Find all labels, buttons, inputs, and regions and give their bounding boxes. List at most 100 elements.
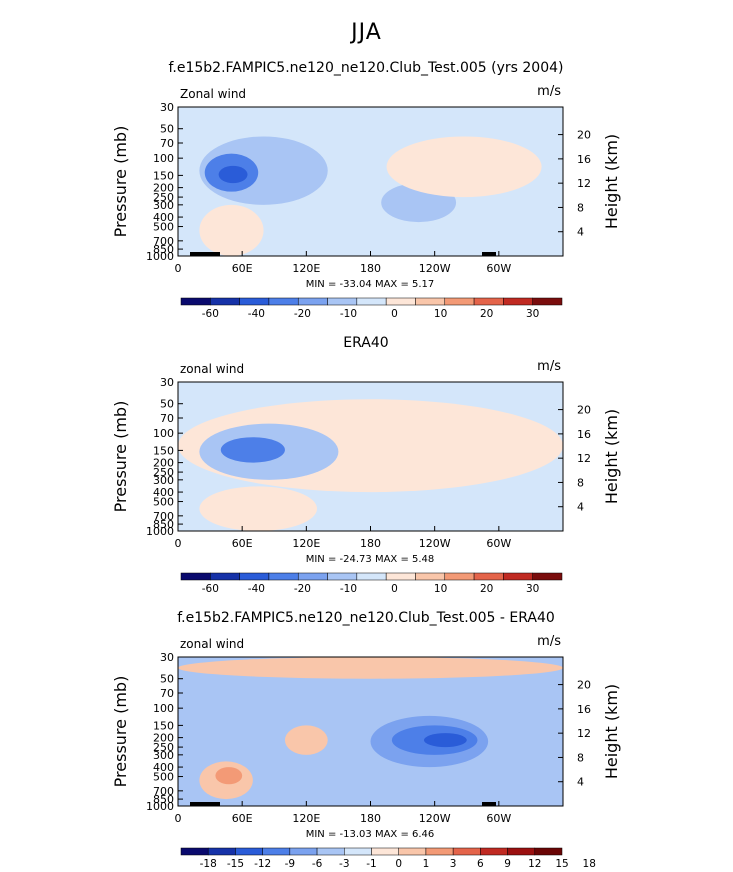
panel-title: f.e15b2.FAMPIC5.ne120_ne120.Club_Test.00… <box>177 610 555 626</box>
y-tick-label: 850 <box>153 518 174 531</box>
colorbar-label: -60 <box>202 583 219 595</box>
colorbar-swatch <box>297 572 328 581</box>
colorbar-swatch <box>415 572 446 581</box>
colorbar-swatch <box>415 297 446 306</box>
y-tick-label: 250 <box>153 466 174 479</box>
colorbar-swatch <box>480 847 508 856</box>
y-tick-label: 400 <box>153 761 174 774</box>
x-tick-label: 60W <box>486 537 511 550</box>
colorbar-swatch <box>180 572 211 581</box>
field-label: zonal wind <box>180 362 244 376</box>
contour-region <box>386 136 542 198</box>
colorbar-swatch <box>385 572 416 581</box>
height-tick-label: 4 <box>577 776 584 789</box>
colorbar-swatch <box>262 847 291 856</box>
y-tick-label: 200 <box>153 182 174 195</box>
y-tick-label: 30 <box>160 376 174 389</box>
height-tick-label: 20 <box>577 129 591 142</box>
y-tick-label: 150 <box>153 719 174 732</box>
colorbar-swatch <box>235 847 263 856</box>
colorbar-label: 0 <box>395 858 402 870</box>
field-label: Zonal wind <box>180 87 246 101</box>
field-label: zonal wind <box>180 637 244 651</box>
x-tick-label: 60W <box>486 262 511 275</box>
colorbar-swatch <box>297 297 328 306</box>
panel-2 <box>177 381 564 581</box>
y-tick-label: 100 <box>153 427 174 440</box>
colorbar-swatch <box>507 847 536 856</box>
height-tick-label: 12 <box>577 177 591 190</box>
height-tick-label: 8 <box>577 201 584 214</box>
y-tick-label: 850 <box>153 793 174 806</box>
colorbar-label: 18 <box>583 858 596 870</box>
height-tick-label: 16 <box>577 703 591 716</box>
colorbar-swatch <box>473 297 504 306</box>
page-title: JJA <box>351 20 382 45</box>
height-tick-label: 12 <box>577 452 591 465</box>
x-tick-label: 120W <box>419 262 451 275</box>
colorbar-label: 10 <box>434 583 447 595</box>
x-tick-label: 0 <box>175 537 182 550</box>
y-tick-label: 50 <box>160 123 174 136</box>
panel-3 <box>177 656 564 856</box>
colorbar-swatch <box>532 572 563 581</box>
colorbar-label: -9 <box>285 858 295 870</box>
height-tick-label: 20 <box>577 404 591 417</box>
y-tick-label: 200 <box>153 457 174 470</box>
x-tick-label: 180 <box>360 537 381 550</box>
y-tick-label: 250 <box>153 191 174 204</box>
colorbar-swatch <box>207 847 236 856</box>
contour-region <box>284 725 328 755</box>
panel-title: ERA40 <box>343 335 388 351</box>
y-tick-label: 1000 <box>146 250 174 263</box>
colorbar-swatch <box>268 572 299 581</box>
colorbar-label: -20 <box>294 583 311 595</box>
x-tick-label: 120E <box>292 262 320 275</box>
colorbar-label: -12 <box>254 858 271 870</box>
y-tick-label: 50 <box>160 673 174 686</box>
y-tick-label: 30 <box>160 651 174 664</box>
y-tick-label: 150 <box>153 169 174 182</box>
colorbar-swatch <box>503 572 533 581</box>
y-tick-label: 150 <box>153 444 174 457</box>
colorbar-swatch <box>210 572 240 581</box>
x-tick-label: 60W <box>486 812 511 825</box>
x-tick-label: 0 <box>175 262 182 275</box>
y-tick-label: 500 <box>153 496 174 509</box>
height-tick-label: 8 <box>577 751 584 764</box>
height-tick-label: 12 <box>577 727 591 740</box>
colorbar-label: -1 <box>366 858 376 870</box>
topography-block <box>190 252 220 256</box>
colorbar-swatch <box>180 297 211 306</box>
colorbar-swatch <box>444 297 475 306</box>
colorbar-label: -6 <box>312 858 323 870</box>
y-tick-label: 100 <box>153 702 174 715</box>
colorbar-label: 3 <box>450 858 457 870</box>
y-tick-label: 400 <box>153 211 174 224</box>
colorbar-label: -40 <box>248 583 265 595</box>
height-tick-label: 20 <box>577 679 591 692</box>
colorbar-swatch <box>356 297 387 306</box>
right-axis-label: Height (km) <box>602 684 621 779</box>
stats-label: MIN = -33.04 MAX = 5.17 <box>306 279 435 290</box>
height-tick-label: 4 <box>577 501 584 514</box>
x-tick-label: 180 <box>360 262 381 275</box>
colorbar-swatch <box>534 847 563 856</box>
colorbar-swatch <box>180 847 209 856</box>
y-tick-label: 700 <box>153 510 174 523</box>
y-axis-label: Pressure (mb) <box>111 676 130 788</box>
height-tick-label: 16 <box>577 153 591 166</box>
colorbar-label: 10 <box>434 308 447 320</box>
y-tick-label: 100 <box>153 152 174 165</box>
contour-region <box>199 204 264 256</box>
units-label: m/s <box>537 634 561 649</box>
colorbar-swatch <box>503 297 533 306</box>
colorbar-swatch <box>444 572 475 581</box>
contour-region <box>199 486 318 531</box>
colorbar-label: 20 <box>480 308 493 320</box>
y-tick-label: 200 <box>153 732 174 745</box>
y-tick-label: 70 <box>160 412 174 425</box>
colorbar-swatch <box>239 572 270 581</box>
x-tick-label: 120E <box>292 537 320 550</box>
y-tick-label: 300 <box>153 199 174 212</box>
